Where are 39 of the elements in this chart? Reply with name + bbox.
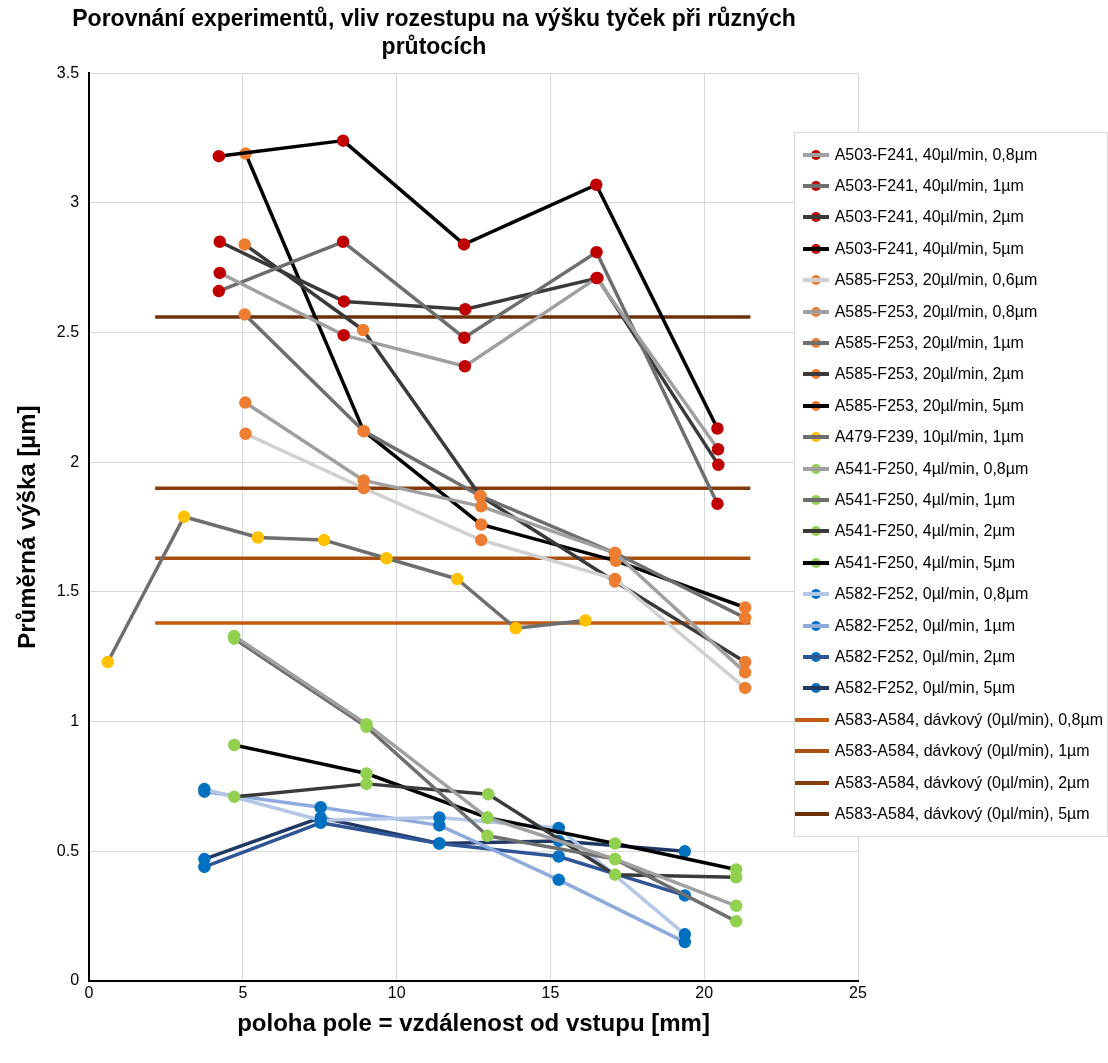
legend-label: A582-F252, 0µl/min, 1µm — [834, 616, 1015, 635]
x-tick-label: 0 — [84, 984, 94, 1002]
legend-label: A583-A584, dávkový (0µl/min), 2µm — [834, 773, 1090, 792]
legend-label: A541-F250, 4µl/min, 0,8µm — [834, 459, 1029, 478]
legend-label: A541-F250, 4µl/min, 1µm — [834, 490, 1015, 509]
y-tick-label: 0 — [70, 971, 80, 989]
legend-label: A585-F253, 20µl/min, 2µm — [834, 365, 1024, 384]
legend-label: A585-F253, 20µl/min, 0,6µm — [834, 271, 1038, 290]
x-tick-label: 10 — [387, 984, 406, 1002]
legend-label: A541-F250, 4µl/min, 5µm — [834, 553, 1015, 572]
legend-label: A479-F239, 10µl/min, 1µm — [834, 428, 1024, 447]
x-tick-label: 25 — [849, 984, 867, 1002]
legend-label: A583-A584, dávkový (0µl/min), 0,8µm — [834, 710, 1103, 729]
chart-title: Porovnání experimentů, vliv rozestupu na výšku tyček při různých průtocích — [72, 5, 796, 59]
legend-label: A503-F241, 40µl/min, 5µm — [834, 239, 1024, 258]
x-tick-label: 5 — [238, 984, 248, 1002]
legend-label: A503-F241, 40µl/min, 2µm — [834, 208, 1024, 227]
legend-label: A583-A584, dávkový (0µl/min), 1µm — [834, 742, 1090, 761]
y-tick-label: 1.5 — [56, 582, 80, 600]
y-axis-title: Průměrná výška [µm] — [13, 405, 41, 649]
x-axis-title: poloha pole = vzdálenost od vstupu [mm] — [237, 1009, 710, 1037]
legend-label: A582-F252, 0µl/min, 0,8µm — [834, 585, 1029, 604]
legend-label: A503-F241, 40µl/min, 1µm — [834, 177, 1024, 196]
y-tick-label: 3.5 — [56, 63, 80, 81]
legend-label: A582-F252, 0µl/min, 2µm — [834, 647, 1015, 666]
legend-label: A583-A584, dávkový (0µl/min), 5µm — [834, 804, 1090, 823]
legend-label: A503-F241, 40µl/min, 0,8µm — [834, 145, 1038, 164]
legend-label: A585-F253, 20µl/min, 0,8µm — [834, 302, 1038, 321]
legend-label: A582-F252, 0µl/min, 5µm — [834, 679, 1015, 698]
legend-label: A541-F250, 4µl/min, 2µm — [834, 522, 1015, 541]
legend-label: A585-F253, 20µl/min, 1µm — [834, 334, 1024, 353]
y-tick-label: 0.5 — [56, 841, 80, 859]
x-tick-label: 20 — [695, 984, 714, 1002]
legend-label: A585-F253, 20µl/min, 5µm — [834, 396, 1024, 415]
x-tick-label: 15 — [541, 984, 560, 1002]
y-tick-label: 1 — [70, 712, 80, 730]
y-tick-label: 2 — [70, 452, 80, 470]
y-tick-label: 2.5 — [56, 322, 80, 340]
y-tick-label: 3 — [70, 193, 80, 211]
